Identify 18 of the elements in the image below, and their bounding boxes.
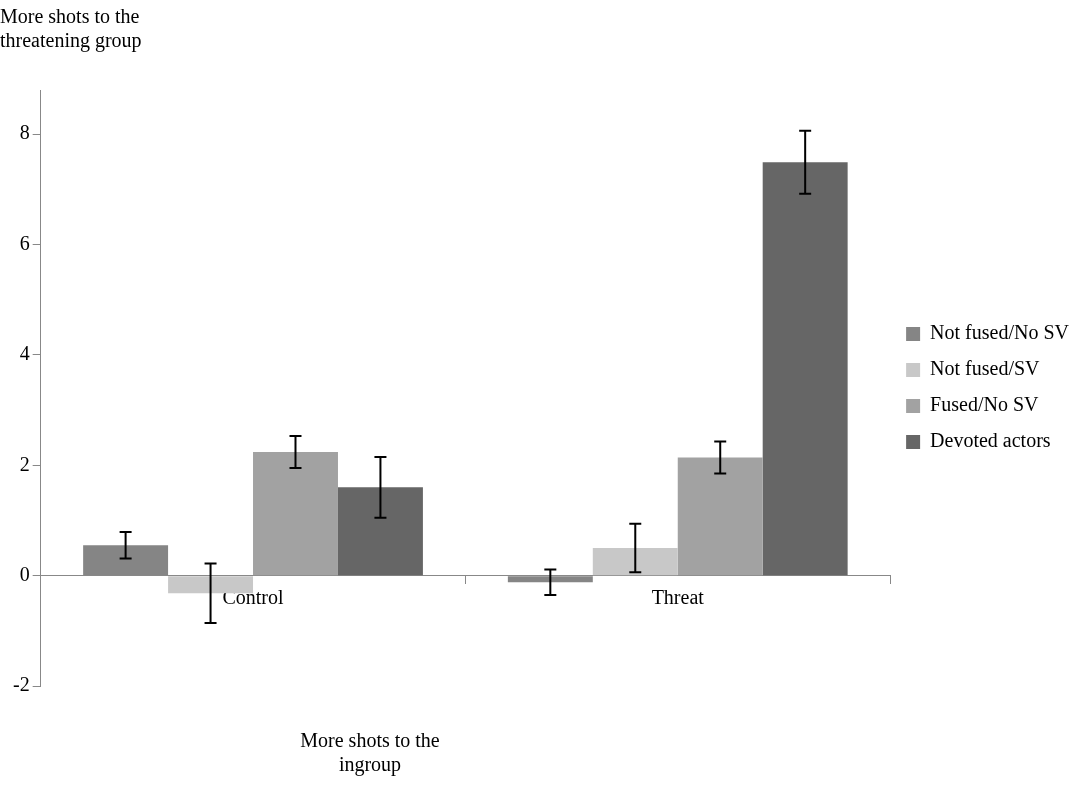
legend-label: Devoted actors [930, 429, 1051, 452]
x-tick-label: Threat [651, 585, 705, 608]
y-tick-label: -2 [12, 673, 30, 696]
bar [762, 162, 848, 576]
legend-label: Fused/No SV [930, 393, 1040, 416]
y-tick-label: 0 [19, 562, 30, 585]
bar [677, 457, 763, 576]
bar [253, 452, 338, 576]
legend-label: Not fused/SV [930, 357, 1041, 380]
y-tick-label: 4 [19, 342, 30, 365]
bar [592, 548, 678, 576]
y-axis-title: More shots to the threatening group [0, 4, 143, 52]
x-axis-title: More shots to the ingroup [299, 728, 441, 776]
y-tick-label: 6 [19, 231, 30, 254]
y-tick-label: 2 [19, 452, 30, 475]
y-tick-label: 8 [19, 121, 30, 144]
bar [337, 487, 423, 576]
legend-label: Not fused/No SV [930, 321, 1070, 344]
